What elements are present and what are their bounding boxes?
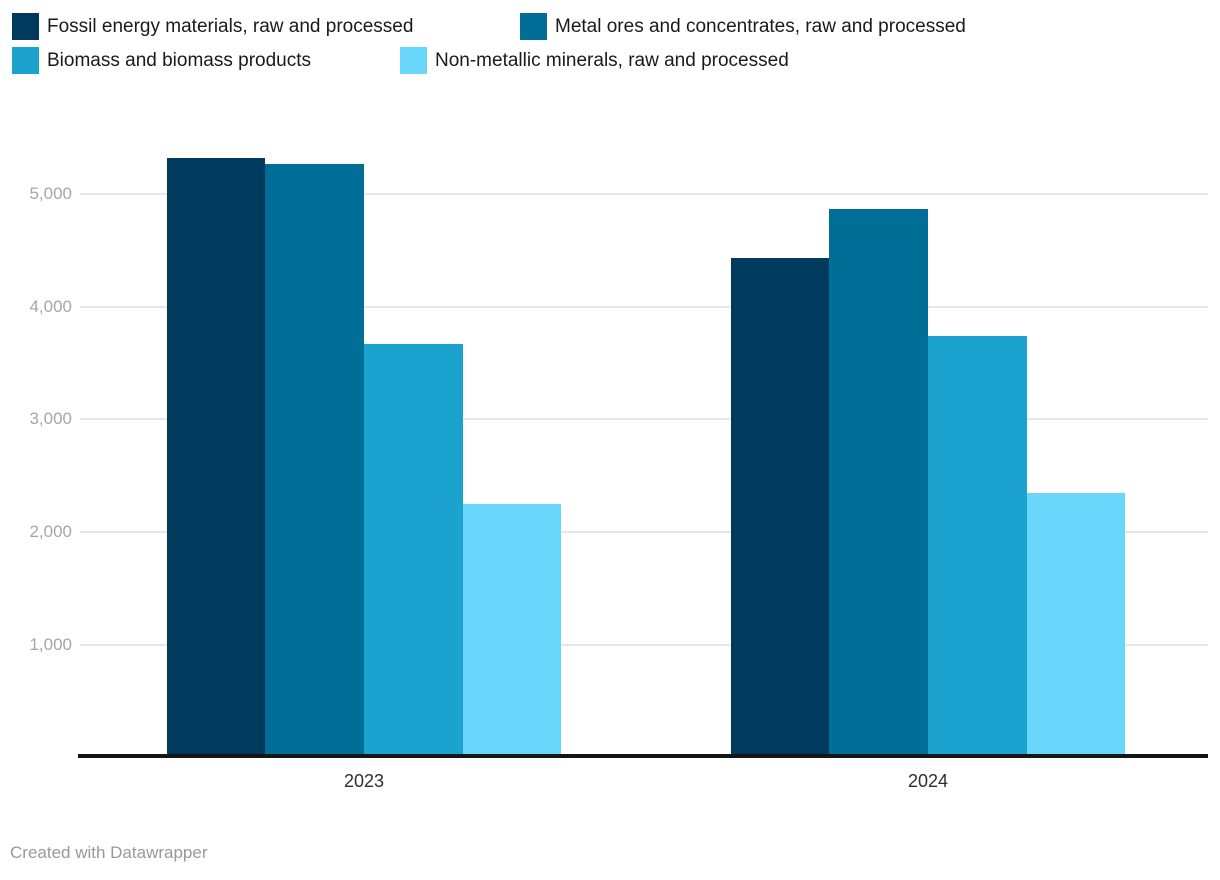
gridline-4000: [80, 305, 1208, 308]
gridline-5000: [80, 193, 1208, 195]
legend-label-non-metallic: Non-metallic minerals, raw and processed: [435, 50, 789, 71]
legend-item-metal-ores: Metal ores and concentrates, raw and pro…: [520, 13, 966, 40]
gridline-3000: [80, 418, 1208, 421]
legend-label-biomass: Biomass and biomass products: [47, 50, 312, 71]
bar-2024-series-3[interactable]: [1026, 492, 1126, 755]
y-axis-tick-label-4000: 4,000: [29, 296, 72, 316]
bar-2024-series-2[interactable]: [928, 336, 1027, 755]
x-axis-category-label-2024: 2024: [907, 771, 949, 791]
bar-2023-series-3[interactable]: [462, 503, 562, 755]
gridline-1000: [80, 643, 1208, 646]
legend-swatch-fossil: [12, 13, 39, 40]
bar-2023-series-0[interactable]: [166, 157, 266, 755]
bar-2023-series-1[interactable]: [265, 163, 364, 755]
gridline-2000: [80, 531, 1208, 534]
legend-swatch-metal-ores: [520, 13, 547, 40]
legend-item-fossil: Fossil energy materials, raw and process…: [12, 13, 413, 40]
datawrapper-credit: Created with Datawrapper: [10, 843, 208, 862]
bar-2023-series-2[interactable]: [364, 343, 463, 755]
legend-swatch-biomass: [12, 47, 39, 74]
y-axis-tick-label-2000: 2,000: [29, 522, 72, 542]
legend-item-biomass: Biomass and biomass products: [12, 47, 311, 74]
legend-label-fossil: Fossil energy materials, raw and process…: [47, 16, 414, 37]
legend-label-metal-ores: Metal ores and concentrates, raw and pro…: [555, 16, 966, 37]
y-axis-tick-label-1000: 1,000: [29, 634, 72, 654]
x-axis-category-label-2023: 2023: [343, 771, 385, 791]
y-axis-tick-label-5000: 5,000: [29, 184, 72, 203]
x-axis-line: [78, 754, 1208, 758]
y-axis-tick-label-3000: 3,000: [29, 409, 72, 429]
bar-2024-series-0[interactable]: [730, 258, 830, 755]
legend-swatch-non-metallic: [400, 47, 427, 74]
legend-item-non-metallic: Non-metallic minerals, raw and processed: [400, 47, 789, 74]
bar-2024-series-1[interactable]: [829, 208, 928, 755]
